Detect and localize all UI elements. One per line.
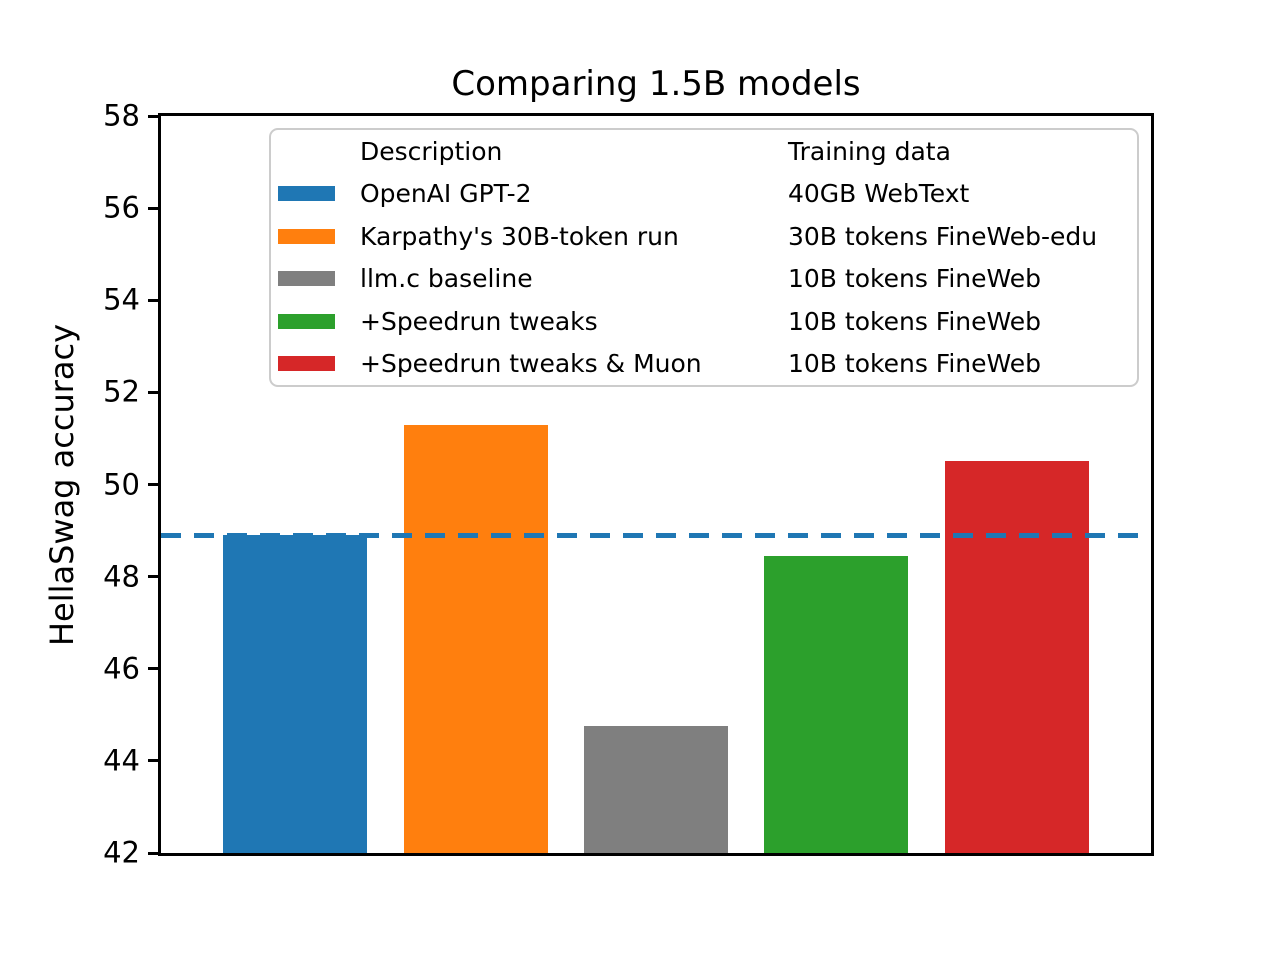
legend-swatch-speedrun-tweaks-muon xyxy=(278,356,335,372)
bar-speedrun-tweaks xyxy=(764,555,909,853)
legend-row-karpathy-s-30b-token-run: Karpathy's 30B-token run 30B tokens FineW… xyxy=(271,215,1137,257)
legend-header-description: Description xyxy=(360,136,503,166)
legend-row-speedrun-tweaks: +Speedrun tweaks 10B tokens FineWeb xyxy=(271,300,1137,342)
y-tick-mark xyxy=(148,667,158,671)
bar-karpathy-s-30b-token-run xyxy=(403,424,548,853)
y-tick-mark xyxy=(148,483,158,486)
legend-swatch-karpathy-s-30b-token-run xyxy=(278,228,335,244)
chart-title: Comparing 1.5B models xyxy=(451,64,861,104)
y-tick-label-44: 44 xyxy=(103,743,140,778)
legend-swatch-llm-c-baseline xyxy=(278,271,335,287)
legend-row-llm-c-baseline: llm.c baseline 10B tokens FineWeb xyxy=(271,258,1137,300)
legend-training-data: 30B tokens FineWeb-edu xyxy=(788,221,1098,251)
legend-description: +Speedrun tweaks xyxy=(360,306,598,336)
legend-header-training-data: Training data xyxy=(788,136,951,166)
y-tick-mark xyxy=(148,114,158,118)
bar-speedrun-tweaks-muon xyxy=(944,461,1089,853)
y-tick-label-48: 48 xyxy=(103,559,140,594)
y-tick-mark xyxy=(148,390,158,394)
y-tick-label-50: 50 xyxy=(103,467,140,501)
bar-openai-gpt-2 xyxy=(223,535,368,853)
y-tick-label-54: 54 xyxy=(103,282,140,317)
y-tick-mark xyxy=(148,206,158,210)
bar-llm-c-baseline xyxy=(583,726,728,853)
y-tick-label-56: 56 xyxy=(103,190,140,225)
legend-training-data: 10B tokens FineWeb xyxy=(788,306,1042,336)
y-tick-mark xyxy=(148,575,158,579)
y-tick-label-42: 42 xyxy=(103,835,140,870)
legend: Description Training data OpenAI GPT-2 40… xyxy=(269,128,1139,387)
legend-training-data: 10B tokens FineWeb xyxy=(788,349,1042,379)
legend-header-row: Description Training data xyxy=(271,130,1137,172)
baseline-dashed-line xyxy=(161,532,1151,538)
legend-description: llm.c baseline xyxy=(360,264,533,294)
y-tick-label-46: 46 xyxy=(103,651,140,686)
y-tick-mark xyxy=(148,851,158,855)
legend-description: +Speedrun tweaks & Muon xyxy=(360,349,702,379)
legend-training-data: 10B tokens FineWeb xyxy=(788,264,1042,294)
legend-row-openai-gpt-2: OpenAI GPT-2 40GB WebText xyxy=(271,173,1137,215)
legend-description: OpenAI GPT-2 xyxy=(360,179,532,209)
y-tick-mark xyxy=(148,759,158,763)
y-tick-mark xyxy=(148,298,158,302)
legend-description: Karpathy's 30B-token run xyxy=(360,221,679,251)
y-tick-label-58: 58 xyxy=(103,98,140,133)
legend-row-speedrun-tweaks-muon: +Speedrun tweaks & Muon 10B tokens FineWe… xyxy=(271,343,1137,385)
legend-swatch-speedrun-tweaks xyxy=(278,313,335,329)
y-tick-label-52: 52 xyxy=(103,374,140,409)
legend-swatch-openai-gpt-2 xyxy=(278,186,335,202)
legend-training-data: 40GB WebText xyxy=(788,179,970,209)
